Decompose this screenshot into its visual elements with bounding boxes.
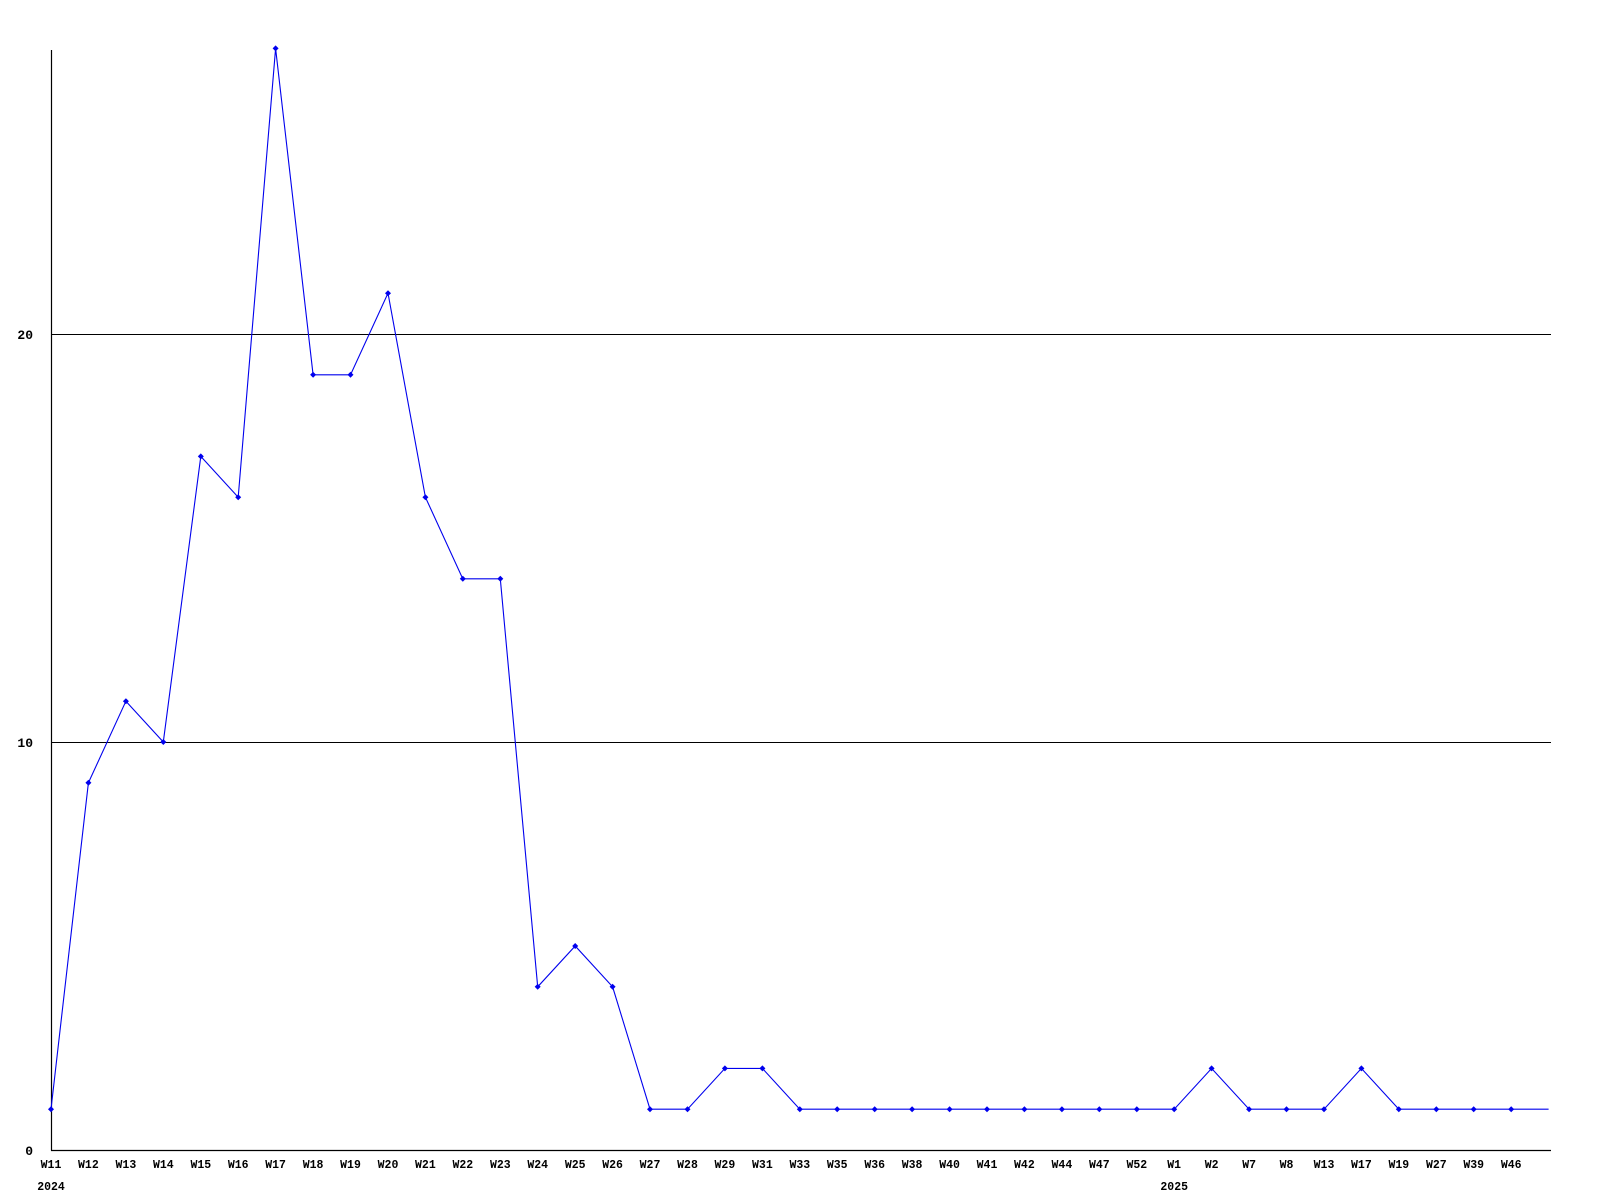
svg-text:W1: W1 <box>1167 1159 1181 1172</box>
svg-text:W18: W18 <box>303 1159 324 1172</box>
svg-text:W7: W7 <box>1242 1159 1256 1172</box>
svg-text:2025: 2025 <box>1160 1181 1188 1194</box>
svg-text:W23: W23 <box>490 1159 511 1172</box>
svg-text:W2: W2 <box>1205 1159 1219 1172</box>
svg-text:W31: W31 <box>752 1159 773 1172</box>
svg-text:W42: W42 <box>1014 1159 1035 1172</box>
svg-text:20: 20 <box>17 328 33 343</box>
svg-text:W44: W44 <box>1052 1159 1073 1172</box>
svg-text:W12: W12 <box>78 1159 99 1172</box>
svg-text:W52: W52 <box>1126 1159 1147 1172</box>
svg-text:2024: 2024 <box>37 1181 65 1194</box>
svg-text:W20: W20 <box>378 1159 399 1172</box>
svg-text:W25: W25 <box>565 1159 586 1172</box>
svg-text:W13: W13 <box>116 1159 137 1172</box>
svg-text:W13: W13 <box>1314 1159 1335 1172</box>
svg-text:W27: W27 <box>1426 1159 1447 1172</box>
svg-text:W17: W17 <box>265 1159 286 1172</box>
svg-text:0: 0 <box>25 1144 33 1159</box>
svg-text:W16: W16 <box>228 1159 249 1172</box>
svg-text:W21: W21 <box>415 1159 436 1172</box>
svg-text:W17: W17 <box>1351 1159 1372 1172</box>
svg-text:W33: W33 <box>789 1159 810 1172</box>
svg-text:W47: W47 <box>1089 1159 1110 1172</box>
svg-text:W41: W41 <box>977 1159 998 1172</box>
svg-text:W29: W29 <box>715 1159 736 1172</box>
svg-text:W15: W15 <box>190 1159 211 1172</box>
svg-text:W26: W26 <box>602 1159 623 1172</box>
svg-text:W28: W28 <box>677 1159 698 1172</box>
svg-text:W24: W24 <box>527 1159 548 1172</box>
svg-text:W11: W11 <box>41 1159 62 1172</box>
svg-text:W36: W36 <box>864 1159 885 1172</box>
svg-text:W38: W38 <box>902 1159 923 1172</box>
svg-text:W19: W19 <box>340 1159 361 1172</box>
svg-text:W39: W39 <box>1463 1159 1484 1172</box>
svg-text:W19: W19 <box>1388 1159 1409 1172</box>
svg-text:W8: W8 <box>1280 1159 1294 1172</box>
svg-text:W22: W22 <box>452 1159 473 1172</box>
svg-text:W35: W35 <box>827 1159 848 1172</box>
svg-text:W27: W27 <box>640 1159 661 1172</box>
svg-text:W40: W40 <box>939 1159 960 1172</box>
svg-text:W46: W46 <box>1501 1159 1522 1172</box>
svg-text:W14: W14 <box>153 1159 174 1172</box>
svg-text:10: 10 <box>17 736 33 751</box>
